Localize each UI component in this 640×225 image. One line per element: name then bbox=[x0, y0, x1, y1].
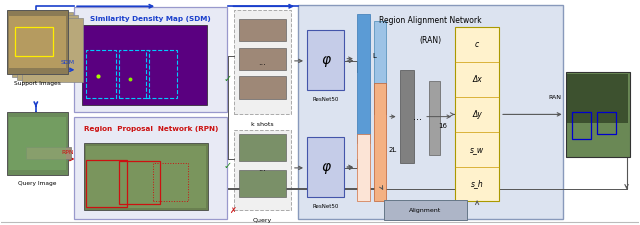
Bar bbox=[86, 146, 206, 208]
Text: φ: φ bbox=[321, 53, 330, 67]
Bar bbox=[86, 160, 127, 207]
Bar bbox=[400, 70, 414, 163]
Bar bbox=[572, 112, 591, 139]
Bar bbox=[234, 10, 291, 114]
Text: ResNet50: ResNet50 bbox=[312, 97, 339, 102]
Bar bbox=[456, 27, 499, 201]
Bar bbox=[374, 83, 387, 201]
Bar bbox=[74, 7, 227, 112]
Bar bbox=[239, 135, 286, 161]
Bar bbox=[567, 74, 628, 123]
Text: s_h: s_h bbox=[471, 180, 483, 189]
Text: RAN: RAN bbox=[548, 95, 561, 100]
Bar bbox=[239, 170, 286, 197]
Text: (RAN): (RAN) bbox=[419, 36, 441, 45]
Bar bbox=[26, 147, 71, 159]
Text: L: L bbox=[372, 53, 376, 59]
Bar bbox=[15, 27, 53, 56]
Bar bbox=[234, 130, 291, 210]
Bar bbox=[374, 21, 387, 114]
Bar bbox=[429, 81, 440, 155]
Bar bbox=[298, 5, 563, 219]
Bar bbox=[119, 50, 150, 98]
Text: 16: 16 bbox=[438, 123, 447, 128]
Bar bbox=[22, 18, 83, 82]
Bar bbox=[239, 47, 286, 70]
Text: Region  Proposal  Network (RPN): Region Proposal Network (RPN) bbox=[84, 126, 218, 132]
Text: Similarity Density Map (SDM): Similarity Density Map (SDM) bbox=[90, 16, 211, 22]
Text: Δx: Δx bbox=[472, 75, 482, 84]
Text: Δy: Δy bbox=[472, 110, 482, 119]
Text: Query Image: Query Image bbox=[18, 181, 57, 186]
Bar bbox=[84, 143, 208, 210]
Bar bbox=[9, 16, 66, 68]
Bar bbox=[384, 200, 467, 220]
Bar bbox=[74, 117, 227, 219]
Text: Region Alignment Network: Region Alignment Network bbox=[379, 16, 481, 25]
Text: ✗: ✗ bbox=[229, 206, 236, 215]
Text: s_w: s_w bbox=[470, 145, 484, 154]
Bar bbox=[147, 50, 177, 98]
Bar bbox=[9, 117, 66, 170]
Text: RPN: RPN bbox=[61, 150, 74, 155]
Bar bbox=[83, 25, 207, 106]
Text: ...: ... bbox=[259, 164, 266, 173]
Bar bbox=[239, 18, 286, 41]
Text: ✓: ✓ bbox=[224, 74, 232, 84]
Bar bbox=[119, 161, 161, 204]
Text: ✓: ✓ bbox=[224, 161, 232, 171]
Bar bbox=[307, 30, 344, 90]
Bar bbox=[239, 76, 286, 99]
Text: k shots: k shots bbox=[252, 122, 274, 126]
Bar bbox=[307, 137, 344, 197]
Text: ...: ... bbox=[413, 112, 422, 122]
Text: c: c bbox=[475, 40, 479, 49]
Bar bbox=[566, 72, 630, 157]
Bar bbox=[12, 12, 73, 77]
Bar bbox=[596, 112, 616, 135]
Text: SDM: SDM bbox=[61, 60, 75, 65]
Bar bbox=[13, 120, 58, 132]
Bar bbox=[17, 15, 78, 80]
Text: ...: ... bbox=[259, 58, 266, 67]
Text: Support Images: Support Images bbox=[14, 81, 61, 86]
Bar bbox=[7, 10, 68, 74]
Bar bbox=[20, 133, 65, 146]
Text: 2L: 2L bbox=[389, 147, 397, 153]
Bar bbox=[86, 50, 116, 98]
Bar bbox=[357, 135, 370, 201]
Bar bbox=[153, 163, 188, 201]
Text: φ: φ bbox=[321, 160, 330, 174]
Text: Alignment: Alignment bbox=[409, 208, 442, 213]
Bar bbox=[357, 14, 370, 143]
Bar bbox=[7, 112, 68, 175]
Text: Query: Query bbox=[253, 218, 272, 223]
Text: ResNet50: ResNet50 bbox=[312, 204, 339, 209]
